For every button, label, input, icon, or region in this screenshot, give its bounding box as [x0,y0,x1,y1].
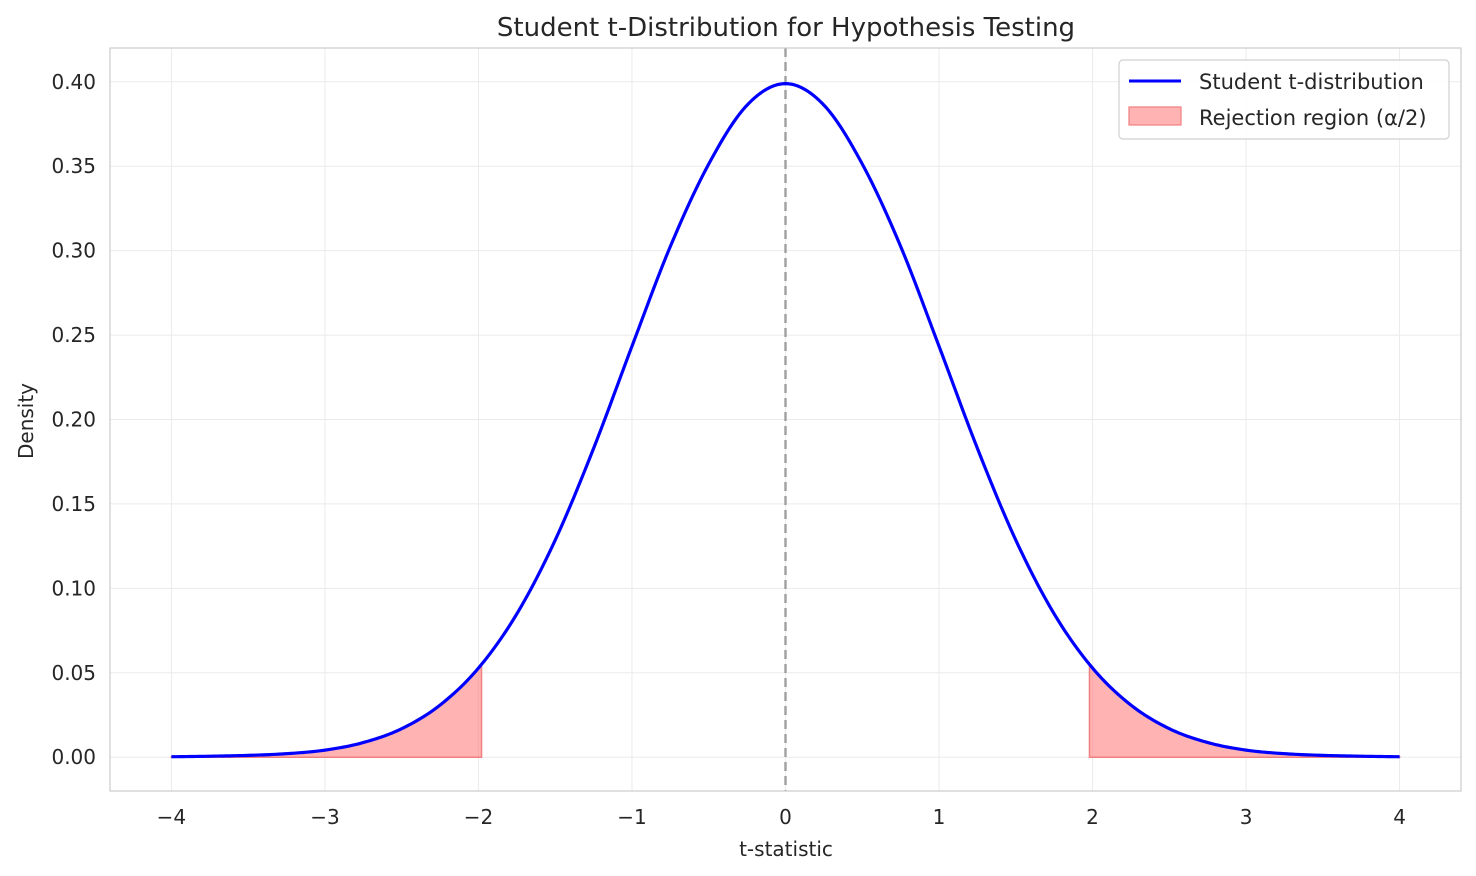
x-tick-label: 4 [1393,805,1406,829]
y-tick-label: 0.20 [51,408,96,432]
y-tick-label: 0.40 [51,70,96,94]
y-tick-label: 0.00 [51,745,96,769]
x-tick-label: 2 [1086,805,1099,829]
y-ticks: 0.00 0.05 0.10 0.15 0.20 0.25 0.30 0.35 0.40 [51,70,96,769]
chart-title: Student t-Distribution for Hypothesis Te… [497,13,1075,43]
legend-area-swatch [1128,106,1182,126]
x-tick-label: −3 [310,805,339,829]
x-ticks: −4 −3 −2 −1 0 1 2 3 4 [157,805,1406,829]
y-tick-label: 0.30 [51,239,96,263]
legend: Student t-distribution Rejection region … [1118,59,1450,140]
y-tick-label: 0.15 [51,492,96,516]
y-axis-label: Density [14,383,38,459]
x-tick-label: 3 [1240,805,1253,829]
plot-frame [109,47,1462,792]
legend-label-curve: Student t-distribution [1199,70,1424,94]
x-tick-label: 0 [779,805,792,829]
y-tick-label: 0.25 [51,323,96,347]
x-axis-label: t-statistic [739,837,833,861]
y-tick-label: 0.35 [51,154,96,178]
x-tick-label: 1 [933,805,946,829]
x-tick-label: −1 [617,805,646,829]
x-tick-label: −4 [157,805,186,829]
y-tick-label: 0.10 [51,576,96,600]
t-distribution-curve [171,82,1400,759]
x-tick-label: −2 [464,805,493,829]
legend-label-rejection: Rejection region (α/2) [1199,106,1427,130]
legend-box [1118,59,1450,140]
y-tick-label: 0.05 [51,661,96,685]
